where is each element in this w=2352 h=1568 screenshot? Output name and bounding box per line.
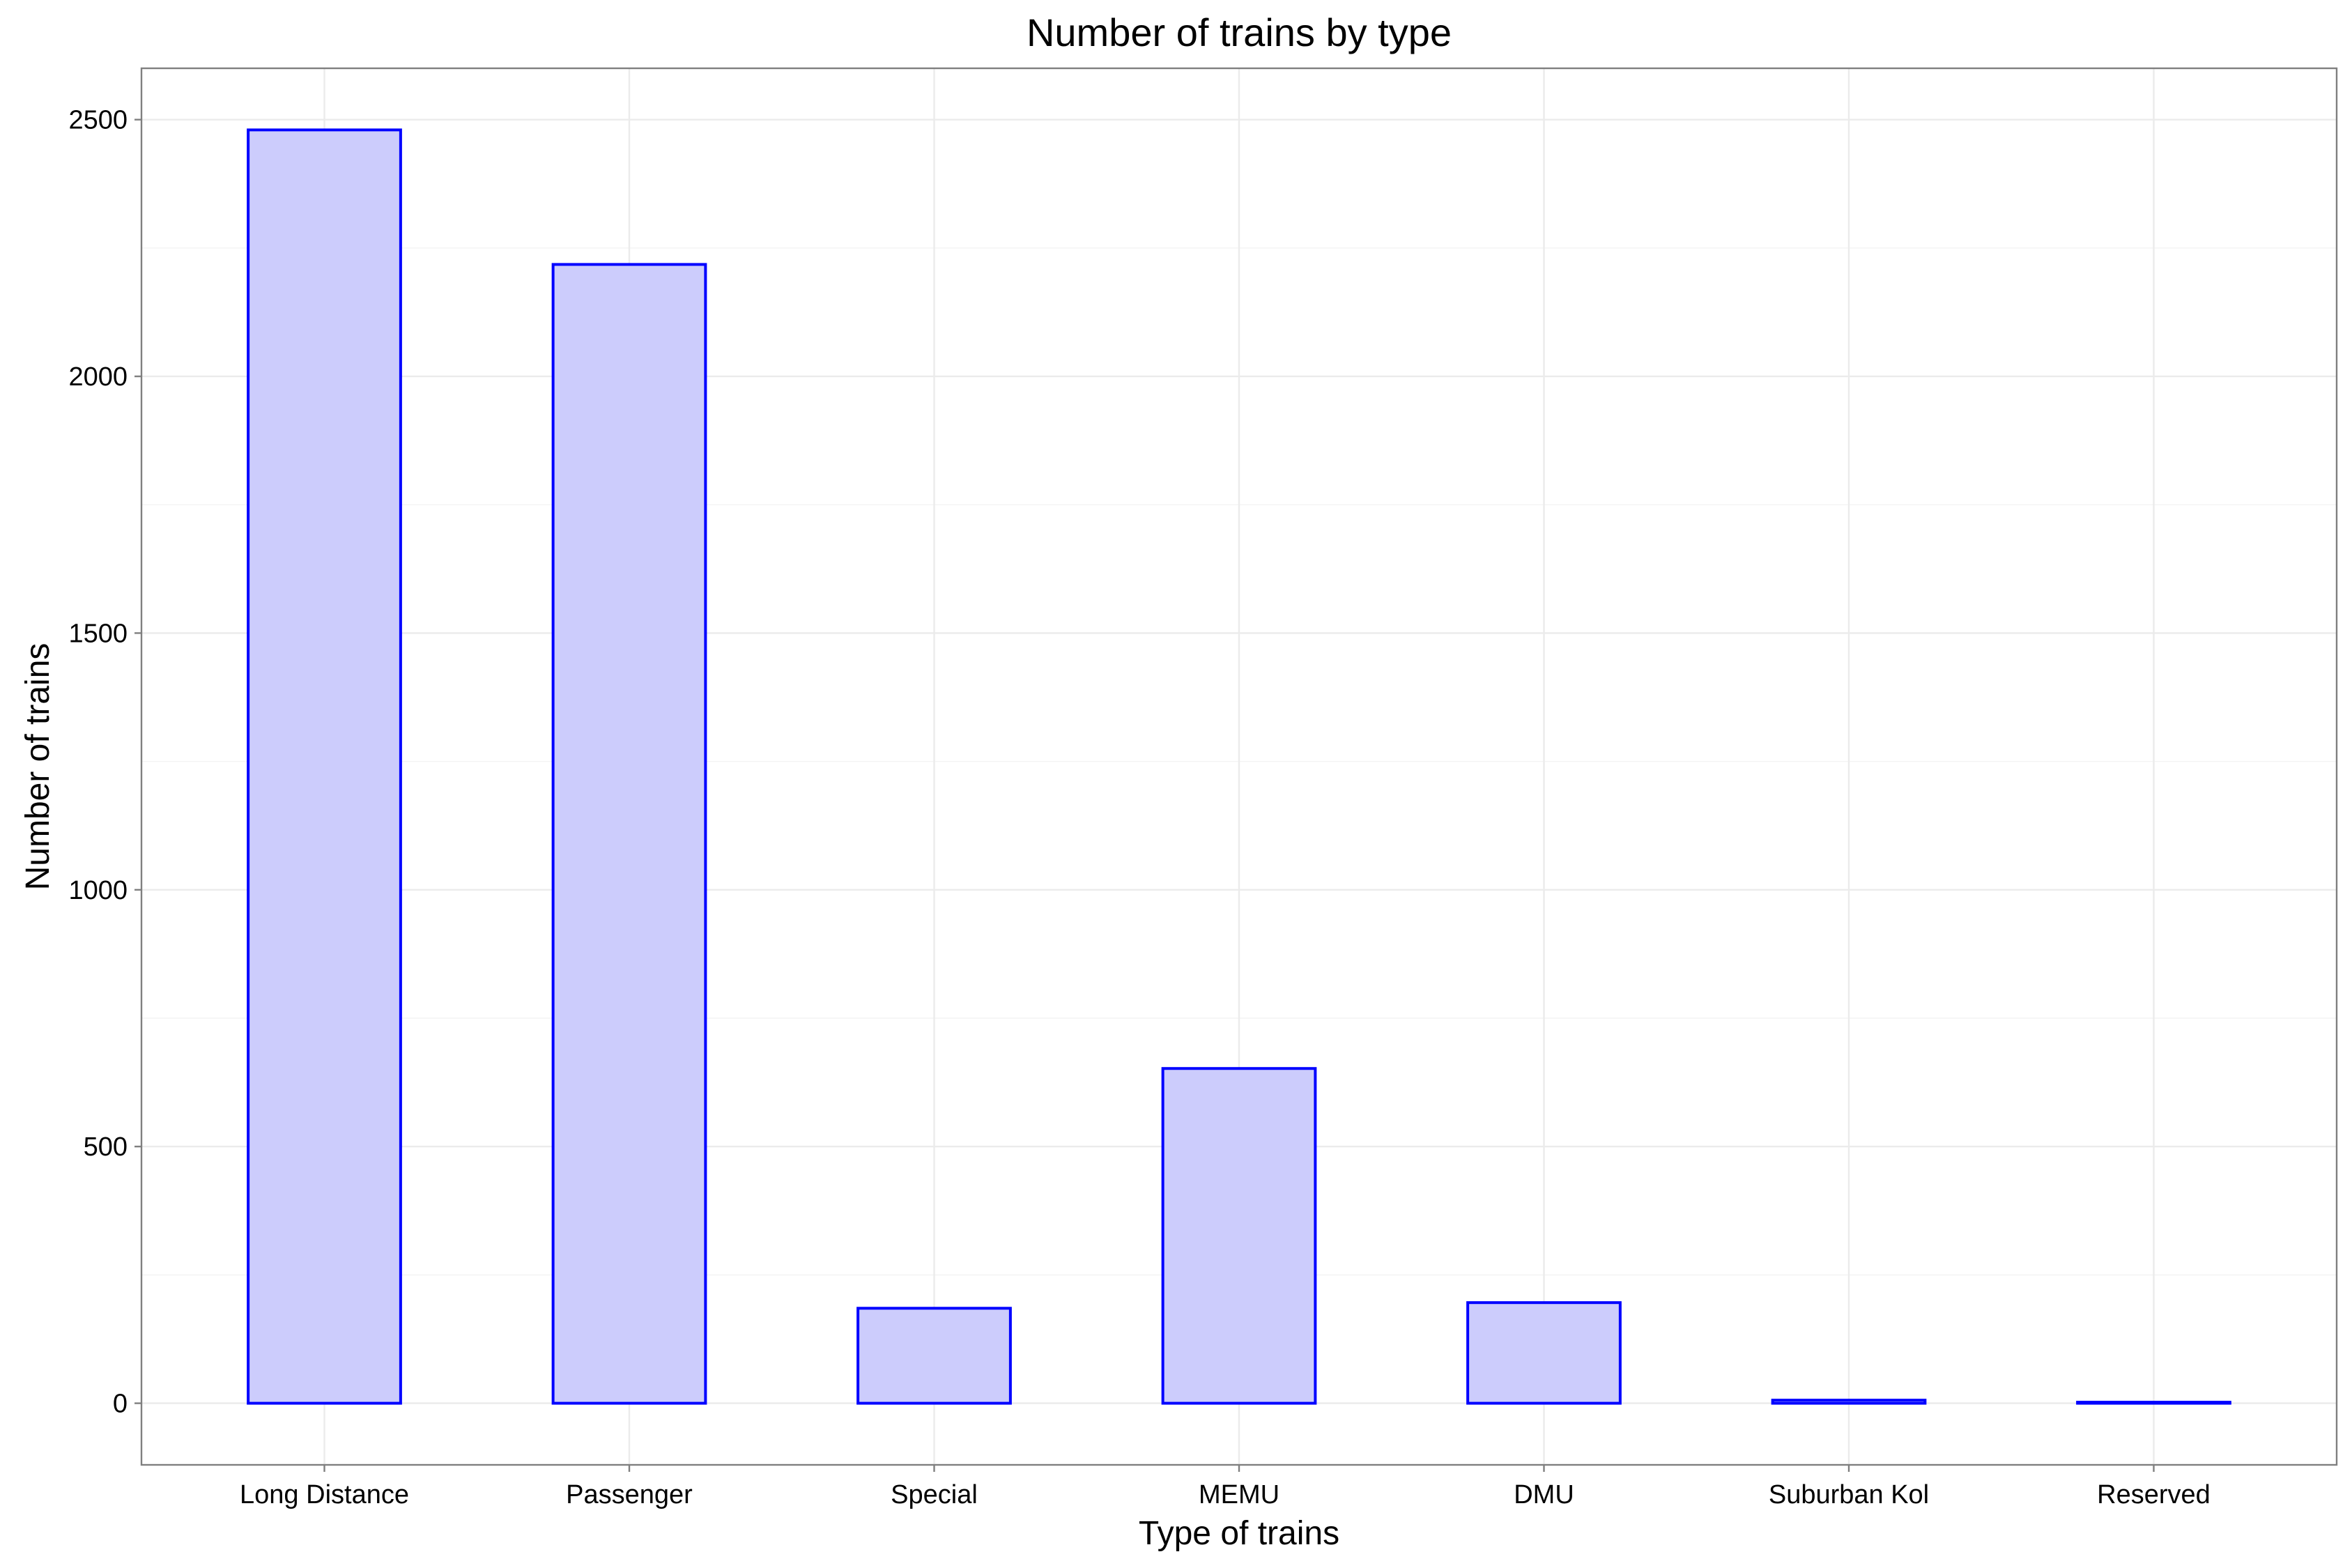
bar-reserved bbox=[2076, 1401, 2231, 1405]
y-tick-label: 1000 bbox=[68, 876, 128, 905]
grid-lines bbox=[141, 68, 2337, 1465]
x-tick-label: Special bbox=[891, 1480, 978, 1509]
y-tick-label: 500 bbox=[84, 1132, 128, 1162]
bars bbox=[247, 128, 2231, 1405]
x-tick-label: MEMU bbox=[1199, 1480, 1279, 1509]
y-tick-label: 2500 bbox=[68, 106, 128, 135]
bar-memu bbox=[1161, 1067, 1317, 1405]
x-tick-label: Passenger bbox=[566, 1480, 693, 1509]
y-axis-title: Number of trains bbox=[20, 643, 56, 891]
y-axis: 0 500 1000 1500 2000 2500 bbox=[68, 106, 141, 1419]
bar-passenger bbox=[551, 263, 707, 1405]
bar-special bbox=[856, 1307, 1012, 1405]
x-tick-label: Long Distance bbox=[240, 1480, 409, 1509]
x-axis: Long Distance Passenger Special MEMU DMU Subu… bbox=[240, 1465, 2211, 1509]
bar-dmu bbox=[1466, 1301, 1622, 1405]
y-tick-label: 1500 bbox=[68, 619, 128, 648]
y-tick-label: 2000 bbox=[68, 362, 128, 392]
x-tick-label: DMU bbox=[1514, 1480, 1574, 1509]
x-tick-label: Reserved bbox=[2097, 1480, 2211, 1509]
bar-suburban-kol bbox=[1771, 1399, 1927, 1405]
y-tick-label: 0 bbox=[113, 1390, 128, 1419]
bar-long-distance bbox=[247, 128, 402, 1405]
chart-title: Number of trains by type bbox=[1027, 10, 1452, 54]
x-tick-label: Suburban Kol bbox=[1769, 1480, 1929, 1509]
x-axis-title: Type of trains bbox=[1139, 1515, 1339, 1552]
